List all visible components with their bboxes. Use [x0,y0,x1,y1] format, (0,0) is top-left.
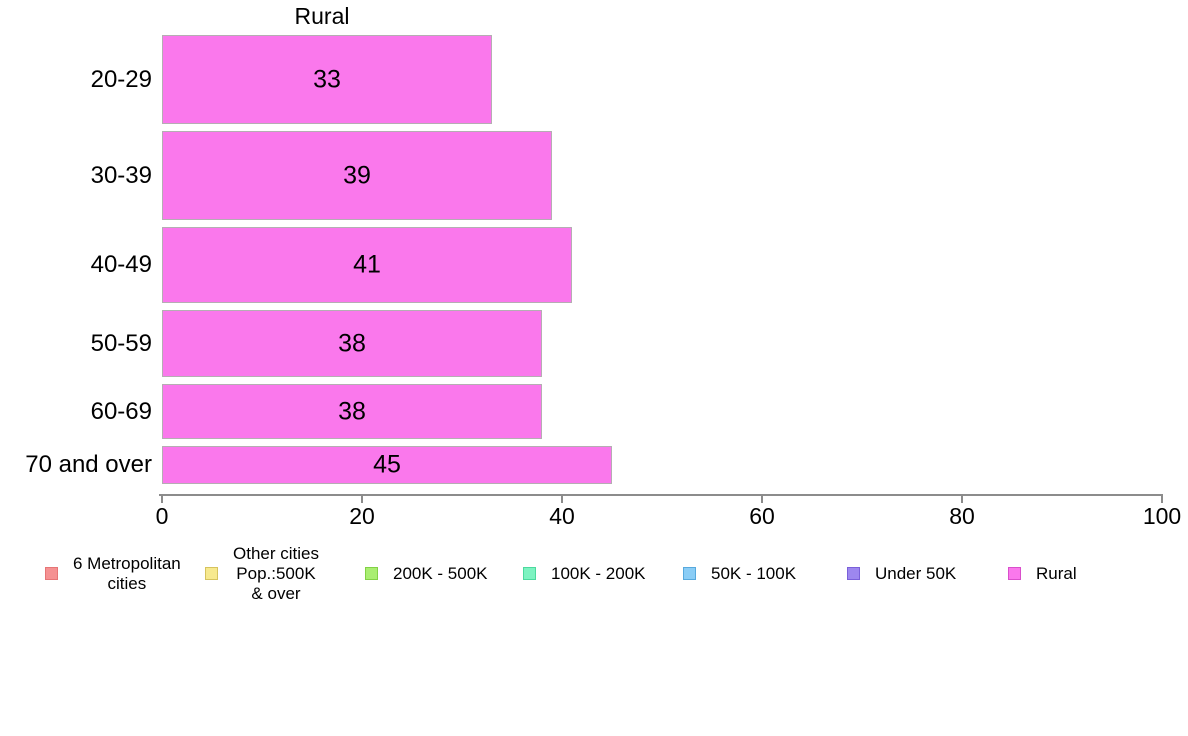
category-label: 20-29 [90,65,152,93]
x-tick-label: 40 [549,503,575,529]
x-tick-label: 80 [949,503,975,529]
legend-label-100k-200k: 100K - 200K [551,564,646,584]
legend-item-50k-100k: 50K - 100K [683,564,796,584]
legend-item-other-cities-pop-500k-and-over: Other cities Pop.:500K & over [205,544,319,604]
legend-label-under-50k: Under 50K [875,564,956,584]
category-label: 50-59 [90,329,152,357]
x-tick-label: 0 [155,503,169,529]
legend-label-line: & over [251,583,301,603]
x-axis-line [159,494,1163,496]
x-tick-label: 20 [349,503,375,529]
category-label: 60-69 [90,397,152,425]
legend-swatch-other-cities-pop-500k-and-over-icon [205,567,218,580]
legend-item-under-50k: Under 50K [847,564,956,584]
legend-label-6-metropolitan-cities: 6 Metropolitan cities [73,554,181,594]
legend-item-100k-200k: 100K - 200K [523,564,646,584]
legend-item-200k-500k: 200K - 500K [365,564,488,584]
chart-title: Rural [294,3,350,29]
legend-label-line: 200K - 500K [393,563,488,583]
x-tick-label: 100 [1142,503,1182,529]
bar-value-label: 38 [338,329,366,357]
legend-swatch-rural-icon [1008,567,1021,580]
legend-label-line: Rural [1036,563,1077,583]
legend-label-line: Other cities [233,543,319,563]
bar-value-label: 45 [373,450,401,479]
bar [162,131,552,220]
bar [162,227,572,303]
bar [162,35,492,124]
legend-label-line: Pop.:500K [236,563,316,583]
x-tick [961,494,963,503]
bar-value-label: 41 [353,250,381,279]
legend-label-line: 6 Metropolitan [73,553,181,573]
category-label: 70 and over [25,451,152,478]
x-tick [1161,494,1163,503]
legend-swatch-under-50k-icon [847,567,860,580]
legend-item-rural: Rural [1008,564,1077,584]
legend-label-line: Under 50K [875,563,957,583]
legend-swatch-50k-100k-icon [683,567,696,580]
legend-item-6-metropolitan-cities: 6 Metropolitan cities [45,554,181,594]
x-tick-label: 60 [749,503,775,529]
x-tick [161,494,163,503]
legend-label-other-cities-pop-500k-and-over: Other cities Pop.:500K & over [233,544,319,604]
bar [162,384,542,439]
legend-swatch-200k-500k-icon [365,567,378,580]
legend-label-rural: Rural [1036,564,1077,584]
legend-label-line: cities [107,573,147,593]
category-label: 30-39 [90,161,152,189]
bar [162,446,612,484]
category-label: 40-49 [90,251,152,278]
legend-label-50k-100k: 50K - 100K [711,564,796,584]
legend-swatch-100k-200k-icon [523,567,536,580]
bar-value-label: 39 [343,161,371,189]
legend-swatch-6-metropolitan-cities-icon [45,567,58,580]
bar-value-label: 38 [338,397,366,425]
legend-label-200k-500k: 200K - 500K [393,564,488,584]
bar [162,310,542,377]
legend-label-line: 100K - 200K [551,563,646,583]
bar-value-label: 33 [313,65,341,93]
legend-label-line: 50K - 100K [711,563,797,583]
x-tick [561,494,563,503]
x-tick [361,494,363,503]
x-tick [761,494,763,503]
